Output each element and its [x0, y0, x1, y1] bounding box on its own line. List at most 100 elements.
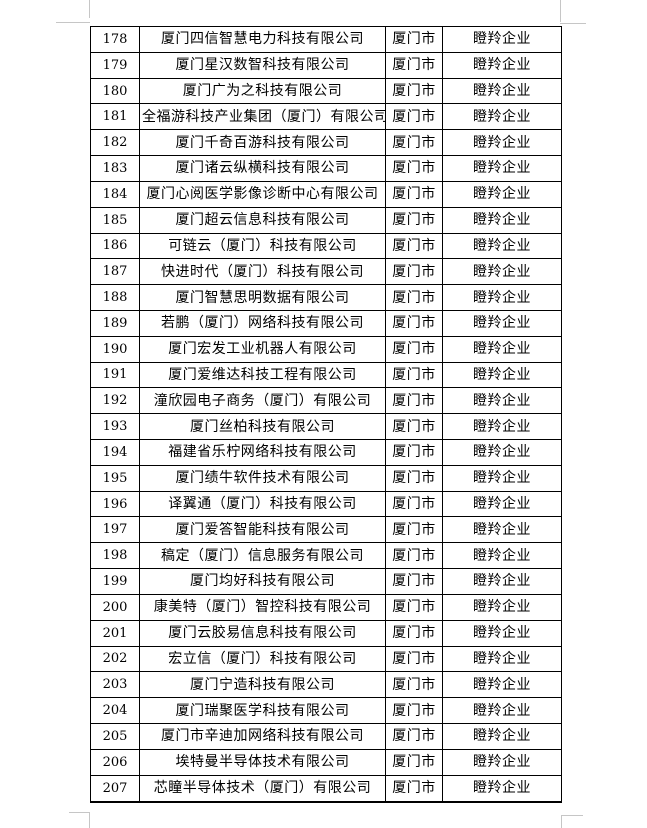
city-cell: 厦门市 [385, 129, 443, 157]
category-cell: 瞪羚企业 [442, 568, 562, 595]
company-name-cell: 厦门智慧思明数据有限公司 [139, 284, 386, 311]
company-name-cell: 快进时代（厦门）科技有限公司 [139, 258, 386, 286]
company-name-cell: 厦门爱答智能科技有限公司 [139, 516, 386, 544]
company-name-cell: 厦门均好科技有限公司 [139, 568, 386, 595]
row-index-cell: 181 [90, 103, 140, 131]
city-cell: 厦门市 [385, 284, 443, 311]
company-name-cell: 厦门四信智慧电力科技有限公司 [139, 26, 386, 53]
city-cell: 厦门市 [385, 309, 443, 337]
city-cell: 厦门市 [385, 516, 443, 544]
category-cell: 瞪羚企业 [442, 180, 562, 208]
row-index-cell: 190 [90, 335, 140, 363]
company-list-table: 178 厦门四信智慧电力科技有限公司 厦门市 瞪羚企业 179 厦门星汉数智科技… [90, 26, 562, 803]
row-index-cell: 197 [90, 516, 140, 544]
category-cell: 瞪羚企业 [442, 206, 562, 234]
company-name-cell: 厦门宏发工业机器人有限公司 [139, 335, 386, 363]
category-cell: 瞪羚企业 [442, 774, 562, 803]
category-cell: 瞪羚企业 [442, 671, 562, 699]
company-name-cell: 厦门市辛迪加网络科技有限公司 [139, 722, 386, 750]
row-index-cell: 200 [90, 593, 140, 621]
city-cell: 厦门市 [385, 77, 443, 105]
category-cell: 瞪羚企业 [442, 103, 562, 131]
city-cell: 厦门市 [385, 387, 443, 415]
category-cell: 瞪羚企业 [442, 284, 562, 311]
row-index-cell: 198 [90, 542, 140, 570]
category-cell: 瞪羚企业 [442, 645, 562, 673]
crop-mark-bottom-left-horizontal [69, 812, 90, 813]
company-name-cell: 福建省乐柠网络科技有限公司 [139, 439, 386, 466]
row-index-cell: 204 [90, 697, 140, 724]
crop-mark-bottom-right-vertical [561, 815, 562, 828]
table-row: 200 康美特（厦门）智控科技有限公司 厦门市 瞪羚企业 [90, 593, 562, 621]
table-row: 197 厦门爱答智能科技有限公司 厦门市 瞪羚企业 [90, 516, 562, 544]
city-cell: 厦门市 [385, 155, 443, 182]
city-cell: 厦门市 [385, 568, 443, 595]
city-cell: 厦门市 [385, 335, 443, 363]
category-cell: 瞪羚企业 [442, 361, 562, 389]
category-cell: 瞪羚企业 [442, 51, 562, 79]
city-cell: 厦门市 [385, 180, 443, 208]
row-index-cell: 193 [90, 413, 140, 440]
company-name-cell: 厦门绩牛软件技术有限公司 [139, 464, 386, 492]
company-name-cell: 厦门丝柏科技有限公司 [139, 413, 386, 440]
table-row: 191 厦门爱维达科技工程有限公司 厦门市 瞪羚企业 [90, 361, 562, 389]
table-row: 193 厦门丝柏科技有限公司 厦门市 瞪羚企业 [90, 413, 562, 440]
table-row: 186 可链云（厦门）科技有限公司 厦门市 瞪羚企业 [90, 232, 562, 260]
table-row: 180 厦门广为之科技有限公司 厦门市 瞪羚企业 [90, 77, 562, 105]
city-cell: 厦门市 [385, 774, 443, 803]
city-cell: 厦门市 [385, 619, 443, 647]
table-row: 203 厦门宁造科技有限公司 厦门市 瞪羚企业 [90, 671, 562, 699]
city-cell: 厦门市 [385, 464, 443, 492]
company-name-cell: 厦门星汉数智科技有限公司 [139, 51, 386, 79]
category-cell: 瞪羚企业 [442, 155, 562, 182]
table-row: 199 厦门均好科技有限公司 厦门市 瞪羚企业 [90, 568, 562, 595]
table-row: 190 厦门宏发工业机器人有限公司 厦门市 瞪羚企业 [90, 335, 562, 363]
table-row: 196 译翼通（厦门）科技有限公司 厦门市 瞪羚企业 [90, 490, 562, 518]
category-cell: 瞪羚企业 [442, 619, 562, 647]
crop-mark-bottom-right-horizontal [561, 815, 583, 816]
city-cell: 厦门市 [385, 671, 443, 699]
row-index-cell: 185 [90, 206, 140, 234]
category-cell: 瞪羚企业 [442, 26, 562, 53]
crop-mark-top-left-vertical [89, 0, 90, 18]
category-cell: 瞪羚企业 [442, 697, 562, 724]
company-name-cell: 宏立信（厦门）科技有限公司 [139, 645, 386, 673]
row-index-cell: 183 [90, 155, 140, 182]
row-index-cell: 196 [90, 490, 140, 518]
company-name-cell: 厦门瑞聚医学科技有限公司 [139, 697, 386, 724]
category-cell: 瞪羚企业 [442, 129, 562, 157]
category-cell: 瞪羚企业 [442, 309, 562, 337]
table-row: 187 快进时代（厦门）科技有限公司 厦门市 瞪羚企业 [90, 258, 562, 286]
company-name-cell: 厦门心阅医学影像诊断中心有限公司 [139, 180, 386, 208]
table-row: 207 芯瞳半导体技术（厦门）有限公司 厦门市 瞪羚企业 [90, 774, 562, 803]
company-name-cell: 厦门爱维达科技工程有限公司 [139, 361, 386, 389]
crop-mark-top-left-horizontal [56, 22, 90, 23]
category-cell: 瞪羚企业 [442, 542, 562, 570]
company-name-cell: 厦门超云信息科技有限公司 [139, 206, 386, 234]
category-cell: 瞪羚企业 [442, 464, 562, 492]
crop-mark-top-right-horizontal [560, 23, 586, 24]
category-cell: 瞪羚企业 [442, 722, 562, 750]
row-index-cell: 199 [90, 568, 140, 595]
company-name-cell: 可链云（厦门）科技有限公司 [139, 232, 386, 260]
row-index-cell: 180 [90, 77, 140, 105]
row-index-cell: 184 [90, 180, 140, 208]
row-index-cell: 182 [90, 129, 140, 157]
table-row: 194 福建省乐柠网络科技有限公司 厦门市 瞪羚企业 [90, 439, 562, 466]
category-cell: 瞪羚企业 [442, 77, 562, 105]
category-cell: 瞪羚企业 [442, 490, 562, 518]
table-row: 184 厦门心阅医学影像诊断中心有限公司 厦门市 瞪羚企业 [90, 180, 562, 208]
table-row: 188 厦门智慧思明数据有限公司 厦门市 瞪羚企业 [90, 284, 562, 311]
table-row: 202 宏立信（厦门）科技有限公司 厦门市 瞪羚企业 [90, 645, 562, 673]
table-row: 204 厦门瑞聚医学科技有限公司 厦门市 瞪羚企业 [90, 697, 562, 724]
city-cell: 厦门市 [385, 103, 443, 131]
city-cell: 厦门市 [385, 490, 443, 518]
city-cell: 厦门市 [385, 722, 443, 750]
company-name-cell: 康美特（厦门）智控科技有限公司 [139, 593, 386, 621]
row-index-cell: 203 [90, 671, 140, 699]
category-cell: 瞪羚企业 [442, 335, 562, 363]
city-cell: 厦门市 [385, 697, 443, 724]
table-row: 181 全福游科技产业集团（厦门）有限公司 厦门市 瞪羚企业 [90, 103, 562, 131]
category-cell: 瞪羚企业 [442, 258, 562, 286]
